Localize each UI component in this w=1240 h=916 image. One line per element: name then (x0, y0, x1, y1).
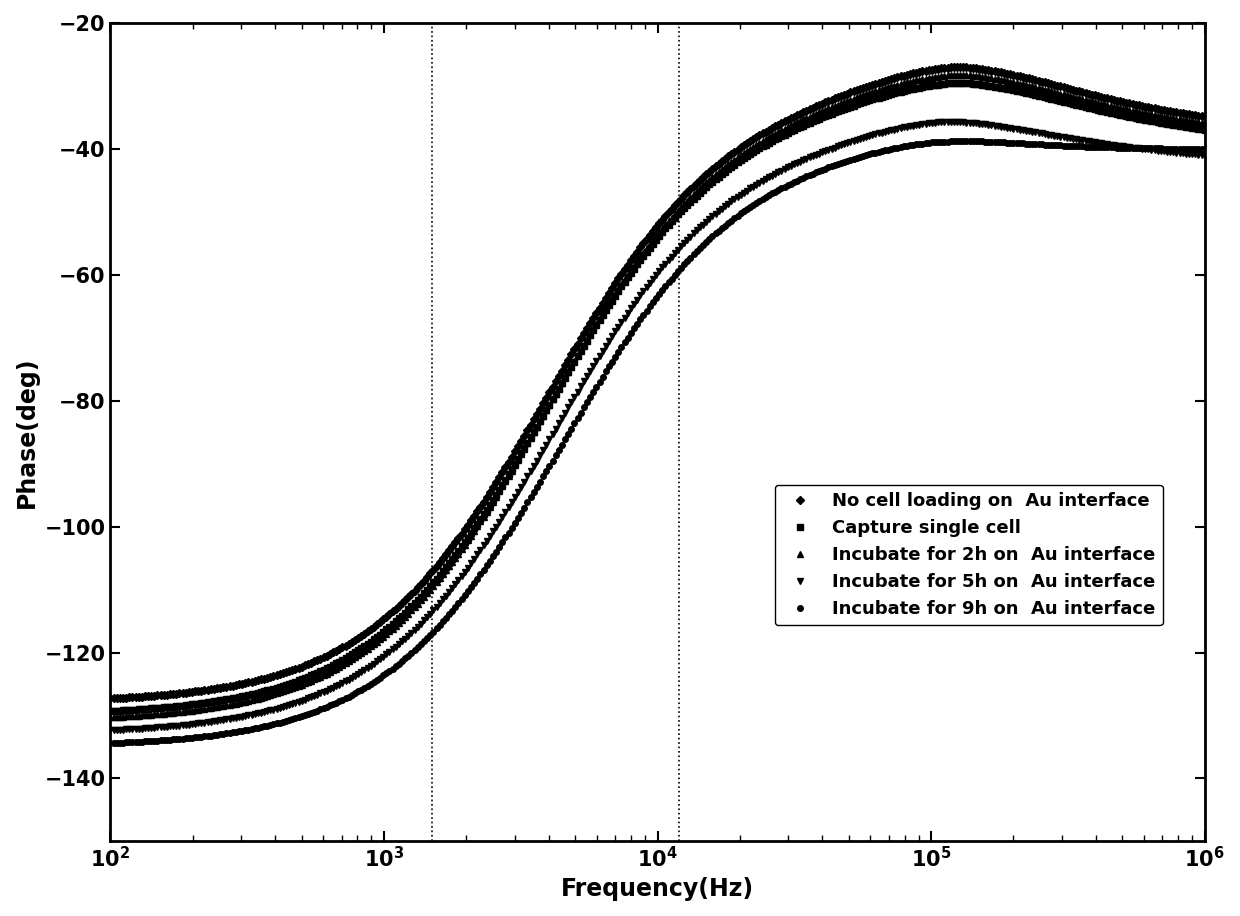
Incubate for 9h on  Au interface (394, 656, 409, 667)
No cell loading on  Au interface (686, 180, 701, 191)
Incubate for 2h on  Au interface (608, 288, 622, 299)
No cell loading on  Au interface (103, 692, 118, 703)
Incubate for 9h on  Au interface (103, 737, 118, 748)
Incubate for 2h on  Au interface (686, 189, 701, 200)
Capture single cell (686, 193, 701, 204)
Capture single cell (749, 145, 764, 156)
Incubate for 5h on  Au interface (1184, 148, 1199, 159)
No cell loading on  Au interface (950, 61, 965, 72)
No cell loading on  Au interface (1153, 104, 1168, 115)
Line: Capture single cell: Capture single cell (108, 80, 1208, 714)
Incubate for 2h on  Au interface (749, 139, 764, 150)
Incubate for 5h on  Au interface (103, 725, 118, 736)
Capture single cell (1198, 124, 1213, 135)
Incubate for 2h on  Au interface (394, 615, 409, 626)
Incubate for 9h on  Au interface (686, 249, 701, 260)
Incubate for 2h on  Au interface (952, 69, 967, 80)
Incubate for 2h on  Au interface (1198, 117, 1213, 128)
Incubate for 9h on  Au interface (1153, 143, 1168, 154)
Incubate for 2h on  Au interface (1153, 111, 1168, 122)
Incubate for 5h on  Au interface (937, 116, 952, 127)
Line: Incubate for 5h on  Au interface: Incubate for 5h on Au interface (107, 118, 1208, 734)
Incubate for 9h on  Au interface (1198, 144, 1213, 155)
Incubate for 9h on  Au interface (749, 197, 764, 208)
Line: No cell loading on  Au interface: No cell loading on Au interface (108, 64, 1208, 702)
Legend: No cell loading on  Au interface, Capture single cell, Incubate for 2h on  Au in: No cell loading on Au interface, Capture… (775, 485, 1163, 626)
Capture single cell (950, 77, 965, 88)
Incubate for 9h on  Au interface (608, 351, 622, 362)
Capture single cell (103, 705, 118, 716)
X-axis label: Frequency(Hz): Frequency(Hz) (560, 877, 754, 901)
Capture single cell (1184, 122, 1199, 133)
Incubate for 5h on  Au interface (749, 180, 764, 191)
Incubate for 2h on  Au interface (1184, 115, 1199, 126)
No cell loading on  Au interface (394, 597, 409, 608)
Incubate for 5h on  Au interface (686, 228, 701, 239)
Capture single cell (1153, 117, 1168, 128)
Y-axis label: Phase(deg): Phase(deg) (15, 356, 38, 508)
Incubate for 5h on  Au interface (1198, 150, 1213, 161)
Line: Incubate for 2h on  Au interface: Incubate for 2h on Au interface (107, 71, 1208, 721)
Incubate for 9h on  Au interface (1184, 144, 1199, 155)
No cell loading on  Au interface (1198, 112, 1213, 123)
Incubate for 5h on  Au interface (394, 636, 409, 647)
No cell loading on  Au interface (608, 278, 622, 289)
No cell loading on  Au interface (749, 132, 764, 143)
Incubate for 9h on  Au interface (959, 136, 973, 147)
Capture single cell (394, 610, 409, 621)
Line: Incubate for 9h on  Au interface: Incubate for 9h on Au interface (108, 138, 1208, 746)
Incubate for 5h on  Au interface (608, 326, 622, 337)
Incubate for 2h on  Au interface (103, 712, 118, 723)
No cell loading on  Au interface (1184, 109, 1199, 120)
Capture single cell (608, 290, 622, 301)
Incubate for 5h on  Au interface (1153, 146, 1168, 157)
